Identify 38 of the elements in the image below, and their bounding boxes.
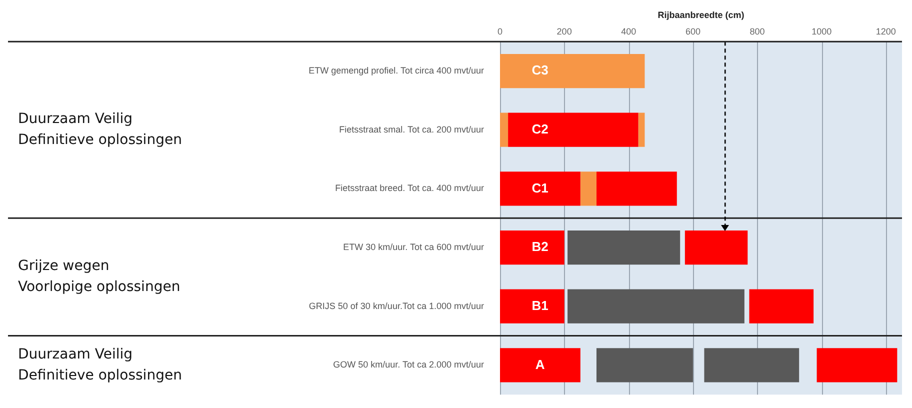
text: Duurzaam Veilig Definitieve oplossingen (18, 346, 182, 384)
bar (638, 112, 645, 147)
x-tick-label: 800 (750, 26, 765, 37)
annotation: B1 (532, 298, 548, 313)
y-tick-label: ETW gemengd profiel. Tot circa 400 mvt/uur (308, 66, 484, 76)
y-tick-label: ETW 30 km/uur. Tot ca 600 mvt/uur (343, 242, 484, 252)
x-axis-title: Rijbaanbreedte (cm) (658, 10, 744, 20)
x-tick-label: 400 (621, 26, 636, 37)
x-tick-label: 0 (497, 26, 503, 37)
y-tick-label: Fietsstraat smal. Tot ca. 200 mvt/uur (339, 124, 484, 134)
bar (500, 172, 580, 206)
annotation: C2 (532, 121, 548, 136)
bar (580, 172, 596, 206)
y-tick-label: GRIJS 50 of 30 km/uur.Tot ca 1.000 mvt/uur (308, 300, 484, 311)
annotation: C1 (532, 180, 548, 196)
bar (500, 289, 564, 324)
x-tick-label: 1200 (876, 26, 896, 37)
bar (596, 172, 677, 206)
x-tick-label: 1000 (812, 26, 832, 37)
bar (596, 348, 693, 382)
annotation: B2 (532, 239, 548, 254)
text: Duurzaam Veilig Definitieve oplossingen (18, 110, 182, 148)
bar (500, 348, 580, 382)
bar (749, 289, 814, 324)
bar (500, 230, 564, 265)
text: Grijze wegen Voorlopige oplossingen (18, 258, 180, 296)
annotation: C3 (532, 62, 548, 78)
bar (568, 230, 680, 265)
bar (816, 348, 898, 382)
bar (500, 112, 508, 147)
x-tick-label: 600 (685, 26, 700, 37)
annotation: A (535, 356, 546, 372)
x-tick-label: 200 (556, 26, 572, 37)
y-tick-label: GOW 50 km/uur. Tot ca 2.000 mvt/uur (333, 360, 484, 370)
bar (684, 230, 748, 265)
bar (568, 289, 744, 324)
bar (500, 54, 645, 88)
y-tick-label: Fietsstraat breed. Tot ca. 400 mvt/uur (335, 183, 484, 194)
